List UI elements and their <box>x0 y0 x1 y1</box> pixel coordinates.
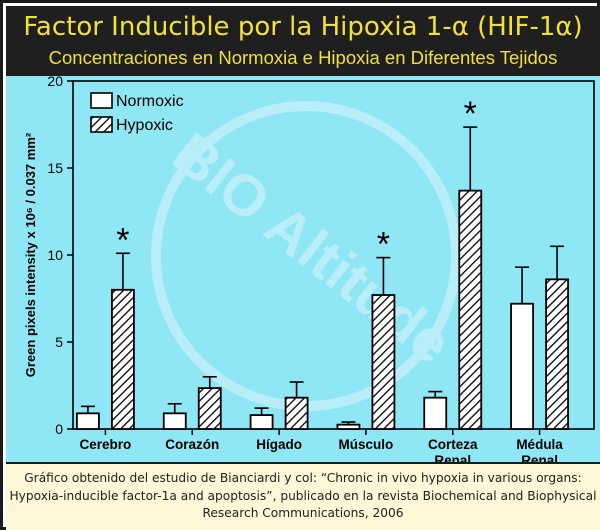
y-tick-label: 20 <box>47 76 63 89</box>
y-tick-label: 0 <box>55 421 63 437</box>
hypoxic-bar <box>545 278 569 430</box>
normoxic-bar <box>510 302 534 430</box>
significance-star: * <box>116 221 129 259</box>
header-banner: Factor Inducible por la Hipoxia 1-α (HIF… <box>6 6 600 76</box>
hypoxic-bar <box>284 396 309 430</box>
category-label: Corazón <box>165 437 219 452</box>
y-axis-label: Green pixels intensity x 10⁶ / 0.037 mm² <box>23 132 38 377</box>
category-label: Renal <box>434 453 471 462</box>
normoxic-bar <box>249 414 274 430</box>
normoxic-bar <box>336 423 361 430</box>
source-caption: Gráfico obtenido del estudio de Bianciar… <box>6 462 600 530</box>
legend-label-hypoxic: Hypoxic <box>116 117 173 134</box>
category-label: Cerebro <box>80 437 132 452</box>
significance-star: * <box>464 95 477 133</box>
y-tick-label: 5 <box>55 334 63 350</box>
normoxic-bar <box>162 412 187 430</box>
hypoxic-bar <box>458 189 483 430</box>
category-label: Renal <box>521 453 558 462</box>
hypoxic-bar <box>111 288 135 430</box>
legend-label-normoxic: Normoxic <box>116 93 184 110</box>
y-tick-label: 15 <box>47 160 63 176</box>
page-title: Factor Inducible por la Hipoxia 1-α (HIF… <box>23 12 583 42</box>
normoxic-bar <box>76 412 100 430</box>
watermark: BIO Altitude <box>151 101 463 411</box>
category-label: Corteza <box>428 437 478 452</box>
y-tick-label: 10 <box>47 247 63 263</box>
caption-line-3: Research Communications, 2006 <box>202 506 404 520</box>
hif1a-bar-chart: BIO Altitude 0 5 10 15 20 Green pixels intens… <box>23 76 595 462</box>
category-label: Hígado <box>256 437 302 452</box>
category-label: Médula <box>516 437 563 452</box>
caption-line-2: Hypoxia-inducible factor-1a and apoptosi… <box>9 488 597 503</box>
page-subtitle: Concentraciones en Normoxia e Hipoxia en… <box>48 47 558 68</box>
legend-swatch-hypoxic <box>90 116 113 133</box>
legend-swatch-normoxic <box>90 92 113 109</box>
significance-star: * <box>377 226 390 264</box>
caption-line-1: Gráfico obtenido del estudio de Bianciar… <box>24 471 582 485</box>
normoxic-bar <box>423 396 448 430</box>
hypoxic-bar <box>197 387 222 430</box>
hypoxic-bar <box>371 294 396 430</box>
category-label: Músculo <box>339 437 394 452</box>
plot-area: BIO Altitude 0 5 10 15 20 Green pixels intens… <box>6 76 600 462</box>
